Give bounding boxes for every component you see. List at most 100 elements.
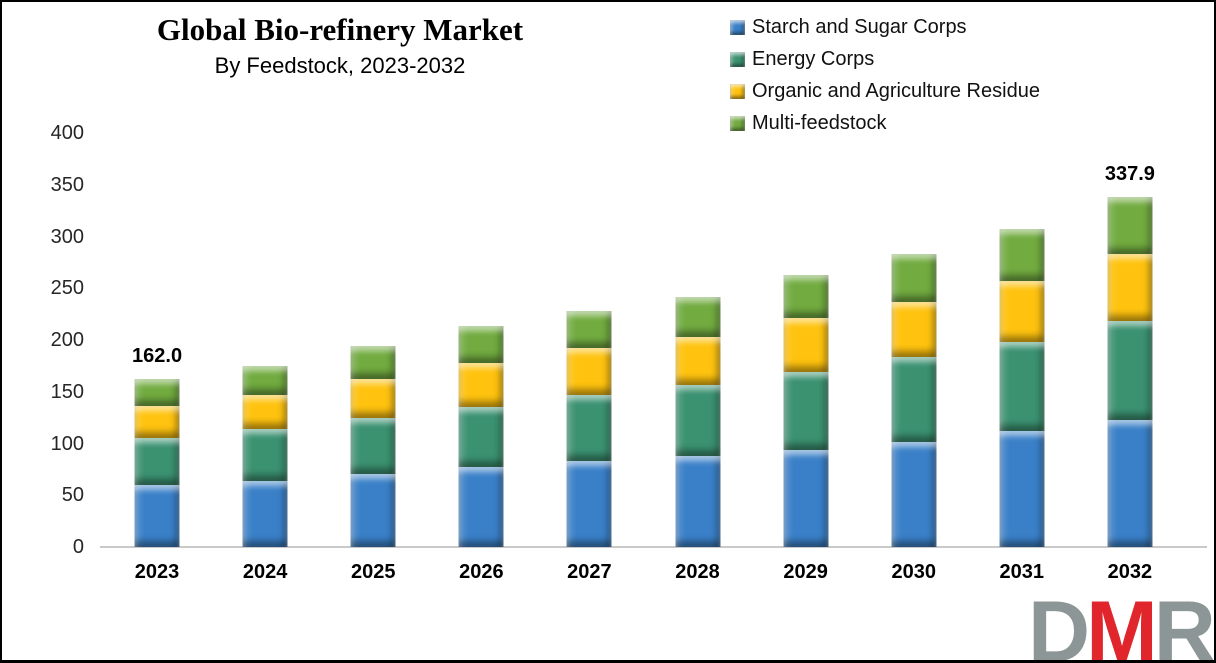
category-slot-2024: 2024 [211,133,319,583]
legend-swatch-icon [730,51,745,67]
legend-item: Organic and Agriculture Residue [730,75,1040,107]
category-slot-2026: 2026 [427,133,535,583]
stacked-bar-2029 [783,275,829,547]
bar-segment [242,395,288,430]
bar-segment [242,429,288,481]
stacked-bar-2024 [242,365,288,547]
bar-segment [566,311,612,349]
bar-segment [350,473,396,547]
bar-segment [350,417,396,474]
category-slot-2029: 2029 [752,133,860,583]
plot-area: 162.0 2023 2024 2025 2026 2027 2028 2029 2030 203… [103,133,1184,583]
bar-segment [675,297,721,338]
bar-segment [134,379,180,406]
chart-subtitle: By Feedstock, 2023-2032 [214,52,466,78]
bar-segment [134,485,180,547]
x-axis-tick-label: 2026 [459,561,504,583]
y-axis-tick-label: 250 [50,277,84,300]
bar-total-label-2032: 337.9 [1104,163,1155,186]
stacked-bar-2026 [458,326,504,547]
bar-segment [458,466,504,547]
legend-item: Energy Corps [730,43,1040,75]
logo-letter: M [1086,584,1158,663]
legend-label: Starch and Sugar Corps [752,15,967,38]
y-axis: 0 50 100 150 200 250 300 350 400 [32,122,84,558]
x-axis-tick-label: 2025 [350,561,396,583]
legend-label: Energy Corps [752,47,875,70]
bar-segment [999,431,1045,547]
bar-segment [566,394,612,462]
bar-segment [891,301,937,358]
bar-segment [350,346,396,380]
chart-header: Global Bio-refinery Market By Feedstock,… [59,12,621,80]
x-axis-tick-label: 2031 [999,561,1045,583]
category-slot-2031: 2031 [968,133,1076,583]
legend-label: Multi-feedstock [752,111,887,134]
x-axis-line [100,546,1207,548]
bar-segment [458,407,504,467]
category-slot-2025: 2025 [319,133,427,583]
bar-segment [891,441,937,547]
y-axis-tick-label: 0 [72,536,84,558]
x-axis-tick-label: 2032 [1107,561,1153,583]
stacked-bar-2025 [350,346,396,547]
bar-segment [999,229,1045,282]
legend-label: Organic and Agriculture Residue [752,79,1040,102]
y-axis-tick-label: 200 [50,329,84,351]
y-axis-tick-label: 350 [50,173,84,196]
category-slot-2028: 2028 [643,133,751,583]
bar-segment [458,362,504,408]
dmr-logo: DMR [1028,589,1214,660]
chart-title: Global Bio-refinery Market [156,12,524,47]
legend-item: Multi-feedstock [730,107,1040,139]
stacked-bar-2028 [675,297,721,547]
stacked-bar-2023 [134,379,180,547]
y-axis-tick-label: 100 [50,432,84,455]
category-slot-2030: 2030 [860,133,968,583]
bar-segment [134,438,180,486]
bar-segment [891,254,937,302]
bar-segment [783,450,829,547]
legend: Starch and Sugar Corps Energy Corps Organi… [730,11,1040,139]
x-axis-tick-label: 2030 [891,561,936,583]
stacked-bar-2030 [891,254,937,547]
bar-total-label-2023: 162.0 [132,345,183,368]
legend-swatch-icon [730,115,745,131]
y-axis-tick-label: 150 [50,380,84,403]
bar-segment [999,281,1045,343]
bar-segment [566,461,612,547]
x-axis-tick-label: 2023 [134,561,180,583]
stacked-bar-2032 [1107,197,1153,547]
logo-letter: D [1028,584,1090,663]
bar-segment [350,379,396,418]
category-slot-2023: 162.0 2023 [103,133,211,583]
x-axis-tick-label: 2024 [242,561,288,583]
legend-swatch-icon [730,19,745,35]
bar-segment [891,357,937,442]
bar-segment [1107,254,1153,321]
x-axis-tick-label: 2028 [675,561,720,583]
y-axis-tick-label: 300 [50,225,84,248]
legend-item: Starch and Sugar Corps [730,11,1040,43]
stacked-bar-2031 [999,229,1045,547]
bar-segment [783,317,829,372]
bar-segment [242,365,288,396]
logo-letter: R [1153,584,1214,663]
bar-segment [999,342,1045,432]
bar-segment [783,275,829,318]
legend-swatch-icon [730,83,745,99]
bar-segment [566,348,612,395]
bar-segment [1107,419,1153,547]
bar-segment [675,456,721,547]
y-axis-tick-label: 50 [61,484,84,507]
bar-segment [242,480,288,547]
bar-segment [675,385,721,457]
category-slot-2032: 337.9 2032 [1076,133,1184,583]
bar-segment [1107,197,1153,255]
bar-segment [134,405,180,439]
y-axis-tick-label: 400 [50,122,84,144]
x-axis-tick-label: 2029 [783,561,828,583]
stacked-bar-2027 [566,311,612,547]
bar-segment [458,326,504,363]
